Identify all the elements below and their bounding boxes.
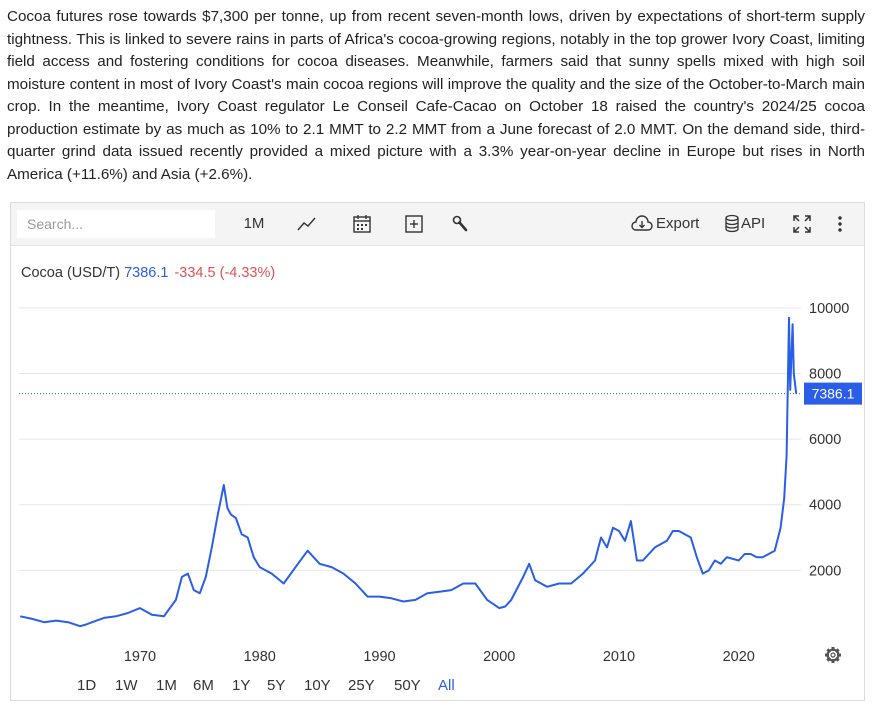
article-text: Cocoa futures rose towards $7,300 per to… [7, 8, 865, 183]
price-change: -334.5 (-4.33%) [174, 265, 276, 281]
chart-toolbar: 1M Export API [11, 203, 864, 246]
add-indicator-icon[interactable] [403, 213, 425, 235]
api-button[interactable]: API [741, 215, 766, 232]
price-tag [804, 382, 862, 405]
x-tick-label: 2020 [723, 649, 755, 665]
chart-widget: 1M Export API Cocoa (USD/T)7386.1-334.5 … [10, 202, 865, 701]
y-tick-label: 2000 [809, 563, 841, 579]
range-button-5y[interactable]: 5Y [267, 677, 286, 694]
range-button-50y[interactable]: 50Y [394, 677, 421, 694]
range-button-6m[interactable]: 6M [193, 677, 214, 694]
y-tick-label: 6000 [809, 432, 841, 448]
price-series-line [19, 316, 798, 628]
range-button-25y[interactable]: 25Y [348, 677, 375, 694]
quote-header: Cocoa (USD/T) 7386.1 -334.5 (-4.33%) [21, 265, 275, 281]
current-price: 7386.1 [124, 265, 169, 281]
x-tick-label: 1990 [363, 649, 395, 665]
instrument-name: Cocoa (USD/T) [21, 265, 121, 281]
range-button-1d[interactable]: 1D [77, 677, 97, 694]
price-chart[interactable]: 2000 4000 6000 8000 10000 1970 1980 1990 2000 201… [11, 203, 864, 678]
y-tick-label: 4000 [809, 498, 841, 514]
range-button-10y[interactable]: 10Y [304, 677, 331, 694]
range-button-1w[interactable]: 1W [115, 677, 138, 694]
line-chart-icon[interactable] [296, 213, 318, 235]
range-button-1m[interactable]: 1M [156, 677, 177, 694]
range-button-1y[interactable]: 1Y [232, 677, 251, 694]
search-input[interactable] [17, 210, 215, 238]
settings-icon[interactable] [825, 647, 841, 663]
range-button-all[interactable]: All [438, 677, 455, 694]
wrench-icon[interactable] [449, 213, 471, 235]
x-tick-label: 1970 [124, 649, 156, 665]
x-tick-label: 2010 [603, 649, 635, 665]
y-tick-label: 8000 [809, 366, 841, 382]
x-tick-label: 2000 [483, 649, 515, 665]
export-button[interactable]: Export [656, 215, 700, 232]
database-icon[interactable] [723, 213, 745, 235]
price-tag-label: 7386.1 [812, 386, 855, 402]
x-tick-label: 1980 [244, 649, 276, 665]
fullscreen-icon[interactable] [791, 213, 813, 235]
calendar-icon[interactable] [351, 213, 373, 235]
more-vertical-icon[interactable] [829, 213, 851, 235]
cloud-download-icon[interactable] [630, 213, 653, 235]
interval-button[interactable]: 1M [243, 215, 265, 232]
y-tick-label: 10000 [809, 301, 849, 317]
